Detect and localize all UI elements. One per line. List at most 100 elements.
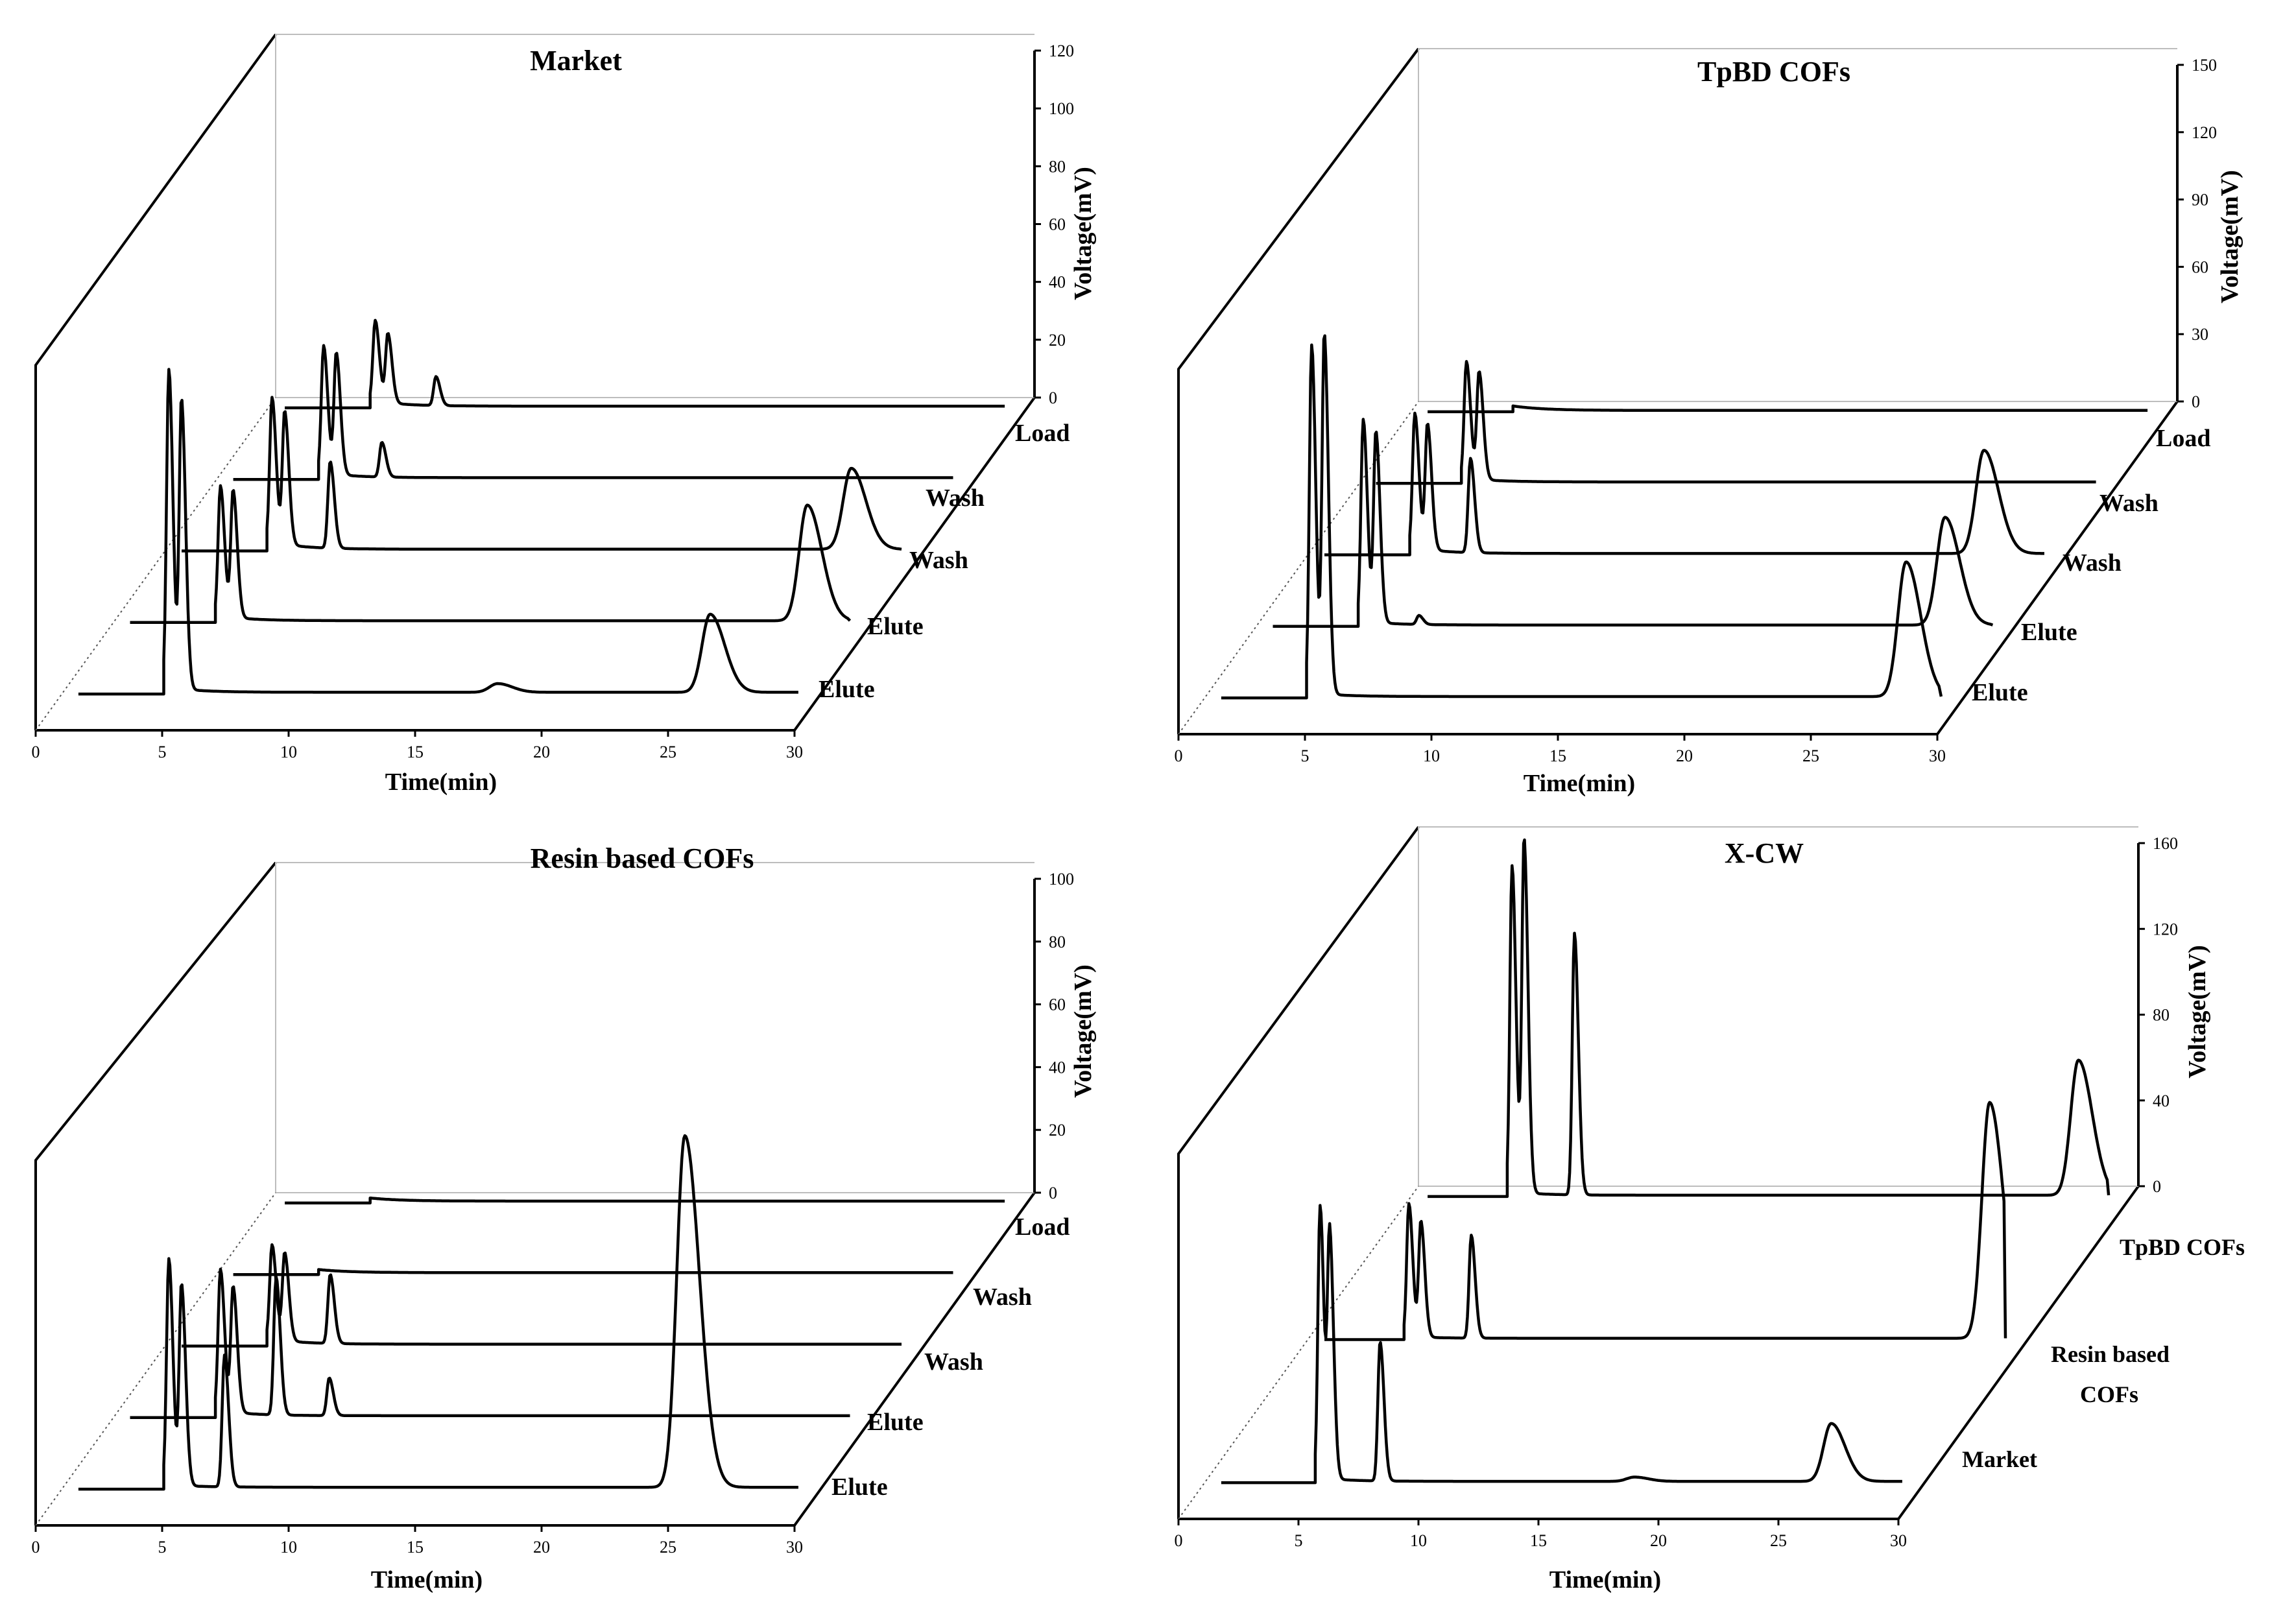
y-tick-label: 60 — [1049, 996, 1066, 1014]
x-tick-label: 30 — [786, 1538, 803, 1557]
y-axis-title: Voltage(mV) — [2216, 170, 2243, 303]
x-tick-label: 20 — [1650, 1531, 1667, 1550]
series-label: TpBD COFs — [2120, 1234, 2245, 1260]
y-tick-label: 120 — [2153, 920, 2178, 938]
y-axis-title: Voltage(mV) — [1070, 167, 1097, 300]
series-trace — [233, 344, 953, 481]
series-label: Load — [2156, 425, 2210, 452]
x-tick-label: 30 — [786, 743, 803, 761]
x-tick-label: 0 — [1175, 1531, 1183, 1550]
series-trace — [1428, 838, 2111, 1199]
panel-title: Resin based COFs — [531, 842, 754, 874]
floor-diagonal — [35, 397, 276, 731]
series-trace — [1221, 1204, 1902, 1485]
x-tick-label: 10 — [1410, 1531, 1427, 1550]
series-trace — [1221, 334, 1943, 700]
x-tick-label: 0 — [1175, 746, 1183, 765]
y-tick-label: 40 — [2153, 1092, 2170, 1110]
series-label-cont: COFs — [2080, 1381, 2138, 1407]
y-tick-label: 20 — [1049, 1121, 1066, 1140]
series-label: Elute — [2021, 619, 2077, 646]
y-tick-label: 120 — [1049, 42, 1074, 60]
series-trace — [233, 1268, 953, 1276]
series-trace — [1428, 404, 2148, 414]
panel-title: Market — [530, 45, 622, 77]
x-tick-label: 25 — [1802, 746, 1819, 765]
panel-title: X-CW — [1725, 837, 1804, 869]
series-label: Elute — [819, 676, 875, 703]
series-label: Wash — [2063, 549, 2122, 577]
series-trace — [78, 368, 798, 696]
x-tick-label: 20 — [533, 1538, 550, 1557]
y-tick-label: 30 — [2192, 325, 2208, 344]
x-tick-label: 10 — [280, 1538, 297, 1557]
series-trace — [78, 1134, 798, 1491]
series-label: Load — [1015, 1213, 1070, 1241]
series-label: Resin based — [2051, 1341, 2170, 1367]
y-tick-label: 100 — [1049, 99, 1074, 118]
x-tick-label: 25 — [660, 743, 676, 761]
y-tick-label: 20 — [1049, 331, 1066, 350]
x-tick-label: 5 — [158, 743, 167, 761]
x-tick-label: 5 — [158, 1538, 167, 1557]
floor-diagonal — [35, 1192, 276, 1526]
series-trace — [285, 318, 1005, 410]
y-tick-label: 90 — [2192, 191, 2208, 209]
y-tick-label: 40 — [1049, 273, 1066, 292]
x-axis-title: Time(min) — [371, 1566, 483, 1593]
x-tick-label: 0 — [32, 1538, 40, 1557]
x-axis-title: Time(min) — [385, 769, 497, 796]
y-tick-label: 80 — [1049, 157, 1066, 176]
series-trace — [182, 1243, 902, 1348]
y-tick-label: 160 — [2153, 834, 2178, 853]
chart-panel-2: 0 5 10 15 20 25 30 0 20 40 60 80 100 Resin based COFs… — [32, 842, 1097, 1593]
series-label: Elute — [1972, 679, 2028, 706]
y-tick-label: 0 — [2153, 1177, 2161, 1196]
x-tick-label: 30 — [1929, 746, 1946, 765]
x-tick-label: 25 — [660, 1538, 676, 1557]
left-wall-edge — [34, 33, 277, 730]
x-tick-label: 5 — [1301, 746, 1309, 765]
panel-title: TpBD COFs — [1697, 56, 1850, 88]
series-trace — [285, 1196, 1005, 1205]
x-tick-label: 10 — [280, 743, 297, 761]
series-trace — [1324, 1101, 2007, 1341]
series-label: Wash — [2099, 490, 2158, 517]
x-tick-label: 15 — [407, 743, 424, 761]
y-tick-label: 40 — [1049, 1058, 1066, 1077]
y-tick-label: 0 — [1049, 1184, 1057, 1202]
y-tick-label: 60 — [1049, 215, 1066, 234]
x-tick-label: 0 — [32, 743, 40, 761]
series-label: Load — [1015, 420, 1070, 447]
left-wall-edge — [1177, 826, 1420, 1519]
y-tick-label: 100 — [1049, 870, 1074, 889]
x-tick-label: 15 — [1549, 746, 1566, 765]
y-axis-title: Voltage(mV) — [1070, 964, 1097, 1097]
x-tick-label: 20 — [1676, 746, 1693, 765]
x-tick-label: 15 — [1530, 1531, 1547, 1550]
chart-panel-1: 0 5 10 15 20 25 30 0 30 60 90 120 150 TpBD COFs Time(m… — [1175, 47, 2243, 797]
y-axis-title: Voltage(mV) — [2184, 945, 2211, 1078]
series-label: Wash — [926, 484, 985, 512]
series-trace — [130, 484, 852, 625]
series-label: Wash — [924, 1348, 983, 1376]
series-label: Elute — [867, 1409, 924, 1436]
y-tick-label: 150 — [2192, 56, 2217, 75]
y-tick-label: 120 — [2192, 123, 2217, 142]
back-wall-edge — [1418, 49, 2177, 402]
series-trace — [130, 1267, 850, 1420]
back-wall-edge — [275, 863, 1034, 1193]
series-trace — [1273, 418, 1994, 628]
x-axis-title: Time(min) — [1549, 1566, 1661, 1593]
series-trace — [182, 396, 902, 553]
series-trace — [1324, 411, 2044, 556]
x-tick-label: 20 — [533, 743, 550, 761]
x-tick-label: 15 — [407, 1538, 424, 1557]
y-tick-label: 0 — [2192, 392, 2200, 411]
y-tick-label: 80 — [1049, 933, 1066, 951]
y-tick-label: 60 — [2192, 257, 2208, 276]
chart-panel-3: 0 5 10 15 20 25 30 0 40 80 120 160 X-CW Time(min) Volt… — [1175, 826, 2245, 1593]
left-wall-edge — [1177, 47, 1420, 734]
x-tick-label: 10 — [1423, 746, 1440, 765]
